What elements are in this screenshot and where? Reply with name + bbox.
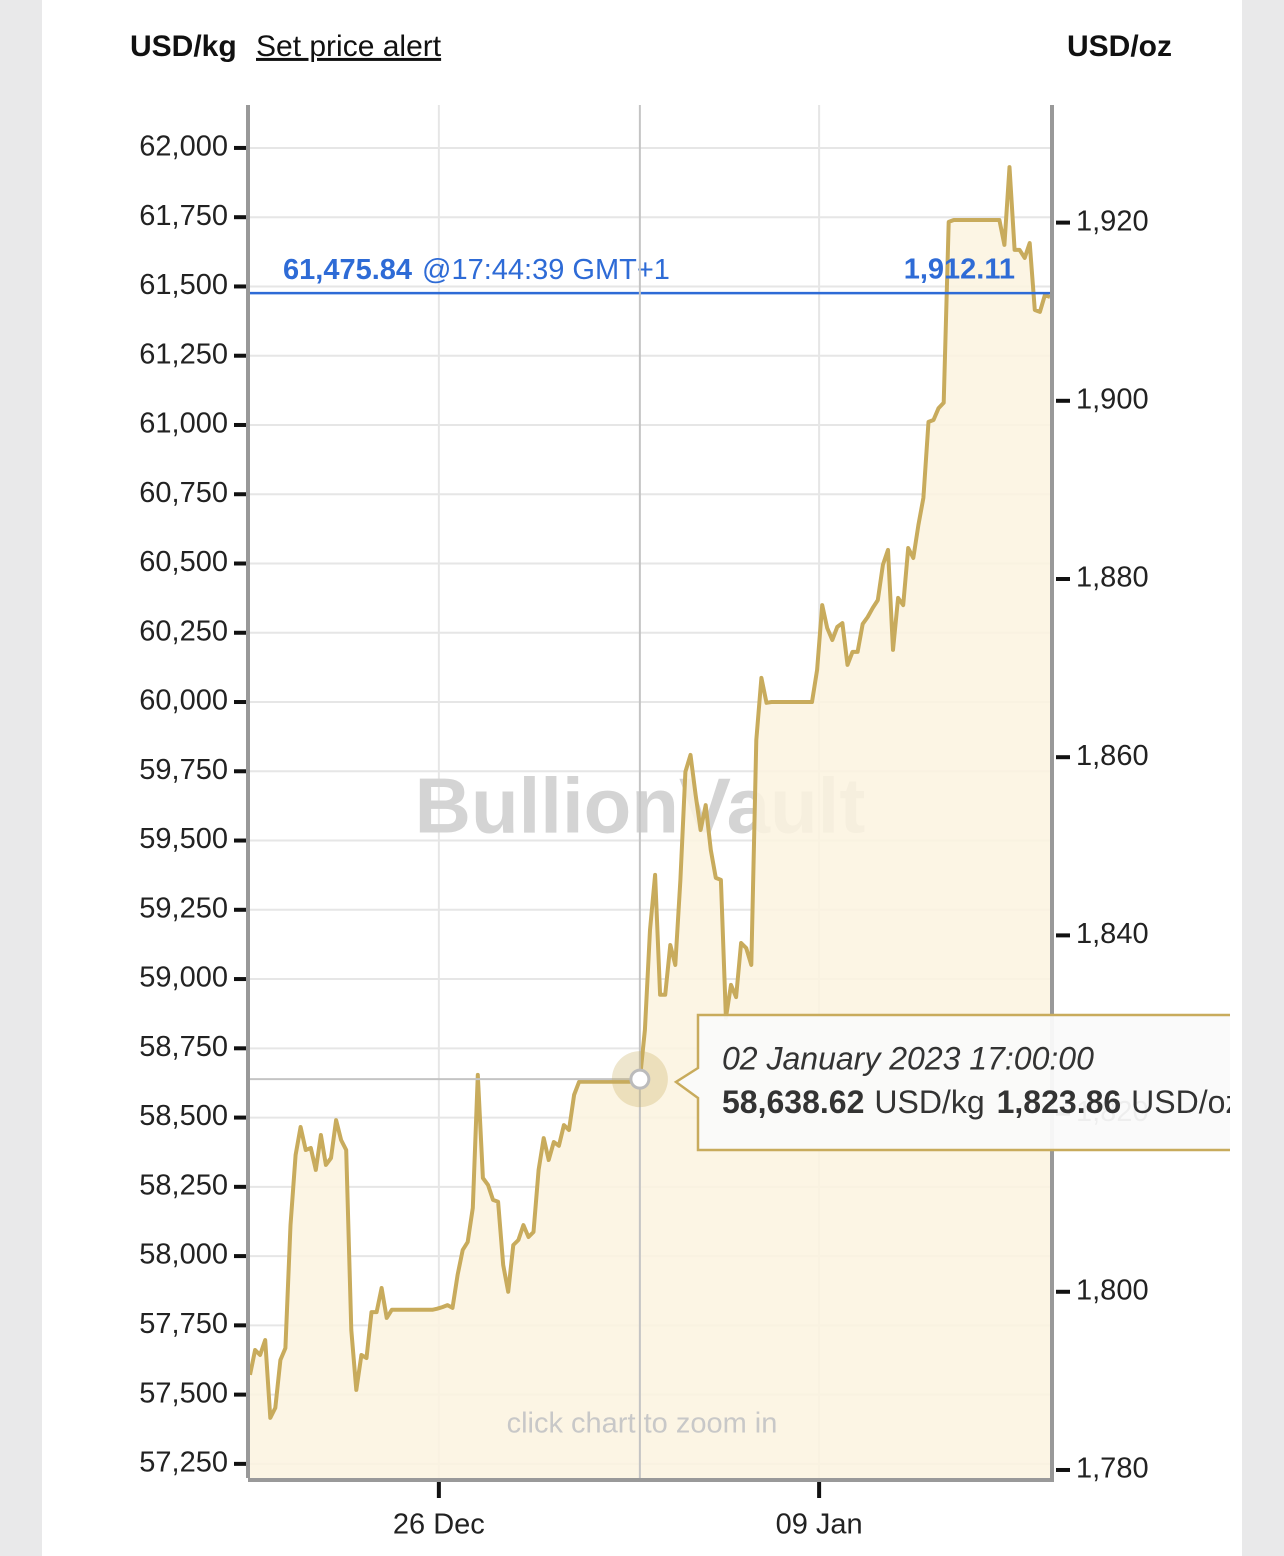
current-price: 61,475.84 @17:44:39 GMT+1 [283,254,670,286]
tooltip-date: 02 January 2023 17:00:00 [722,1040,1094,1076]
left-unit: USD/kg [130,30,237,63]
y-tick-label: 62,000 [139,131,228,163]
y2-tick-label: 1,800 [1076,1274,1149,1306]
tooltip: 02 January 2023 17:00:00 58,638.62 USD/kg 1… [673,1013,1241,1152]
x-tick-label: 26 Dec [393,1509,485,1541]
current-price-time: @17:44:39 GMT+1 [422,254,670,286]
y-tick-label: 61,500 [139,269,228,301]
y-tick-label: 59,750 [139,754,228,786]
current-price-oz: 1,912.11 [904,254,1015,286]
alert-link[interactable]: Set price alert [256,30,442,63]
y2-tick-label: 1,840 [1076,918,1149,950]
y-tick-label: 58,000 [139,1239,228,1271]
hover-point [629,1068,651,1090]
y2-tick-label: 1,860 [1076,740,1149,772]
right-unit: USD/oz [1067,30,1172,63]
y-tick-label: 58,750 [139,1031,228,1063]
y-tick-label: 61,250 [139,338,228,370]
y-tick-label: 57,500 [139,1377,228,1409]
y-tick-label: 57,250 [139,1447,228,1479]
y-tick-label: 59,000 [139,962,228,994]
y-tick-label: 59,500 [139,823,228,855]
y-tick-label: 58,250 [139,1169,228,1201]
tooltip-oz: 1,823.86 [997,1084,1122,1120]
x-tick-label: 09 Jan [776,1509,863,1541]
tooltip-kg-unit: USD/kg [874,1084,984,1120]
y-tick-label: 60,000 [139,685,228,717]
y-tick-label: 61,750 [139,200,228,232]
y-tick-label: 57,750 [139,1308,228,1340]
current-price-value: 61,475.84 [283,254,412,286]
y-tick-label: 60,500 [139,546,228,578]
tooltip-box [673,1013,1230,1152]
tooltip-oz-unit: USD/oz [1131,1084,1241,1120]
price-line [248,165,1051,1420]
y-tick-label: 59,250 [139,892,228,924]
y-tick-label: 61,000 [139,408,228,440]
y2-tick-label: 1,880 [1076,562,1149,594]
y2-tick-label: 1,780 [1076,1453,1149,1485]
y2-tick-label: 1,900 [1076,383,1149,415]
tooltip-kg: 58,638.62 [722,1084,864,1120]
y-tick-label: 60,250 [139,615,228,647]
y-tick-label: 58,500 [139,1100,228,1132]
y2-tick-label: 1,920 [1076,205,1149,237]
y-tick-label: 60,750 [139,477,228,509]
tooltip-values: 58,638.62 USD/kg 1,823.86 USD/oz [722,1084,1241,1120]
zoom-hint: click chart to zoom in [507,1408,778,1440]
